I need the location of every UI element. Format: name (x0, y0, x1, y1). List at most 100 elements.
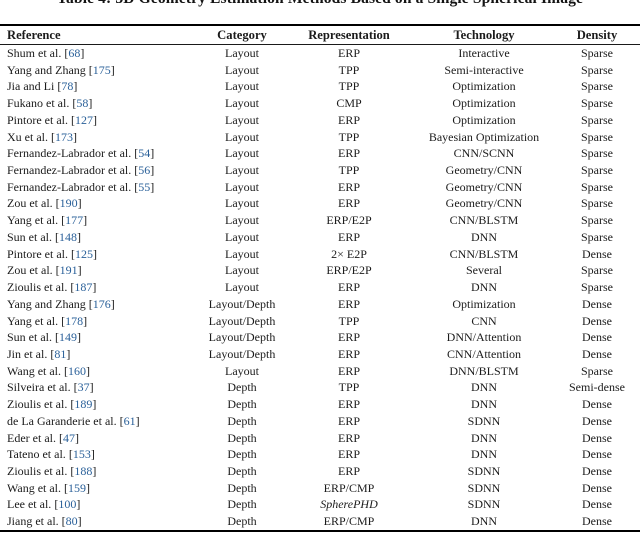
citation-link[interactable]: 191 (59, 263, 78, 278)
table-row: Zioulis et al. [188] Depth ERP SDNN Dens… (0, 463, 640, 480)
cell-technology: DNN (471, 280, 497, 295)
cell-reference: Yang et al. [177] (0, 212, 200, 229)
citation-link[interactable]: 68 (68, 46, 81, 60)
cell-technology: CNN/Attention (447, 346, 521, 361)
column-header-representation: Representation (284, 25, 414, 45)
citation-link[interactable]: 80 (65, 514, 78, 529)
cell-density: Dense (582, 514, 612, 529)
citation-link[interactable]: 78 (61, 79, 74, 94)
reference-text: Yang et al. (7, 213, 62, 228)
citation-link[interactable]: 58 (76, 96, 89, 111)
table-row: Fernandez-Labrador et al. [55] Layout ER… (0, 179, 640, 196)
header-row: Reference Category Representation Techno… (0, 25, 640, 45)
cell-category: Layout/Depth (208, 330, 276, 345)
cell-reference: Zioulis et al. [187] (0, 279, 200, 296)
reference-text: Sun et al. (7, 330, 55, 345)
citation-link[interactable]: 47 (62, 430, 75, 445)
citation-link[interactable]: 148 (59, 229, 77, 244)
citation-link[interactable]: 173 (55, 129, 73, 144)
citation-link[interactable]: 127 (74, 112, 93, 127)
table-row: Xu et al. [173] Layout TPP Bayesian Opti… (0, 129, 640, 146)
cell-category: Layout (225, 62, 259, 77)
cell-technology: CNN/SCNN (453, 146, 515, 161)
citation-link[interactable]: 175 (92, 62, 111, 77)
cell-reference: Lee et al. [100] (0, 496, 200, 513)
citation-bracket-open: [ (64, 363, 69, 378)
cell-reference: Eder et al. [47] (0, 430, 200, 447)
citation-link[interactable]: 159 (68, 480, 87, 495)
cell-technology: SDNN (467, 497, 501, 512)
reference-text: Zioulis et al. (7, 280, 71, 295)
cell-technology: SDNN (467, 480, 501, 495)
citation-link[interactable]: 54 (138, 146, 151, 161)
citation-link[interactable]: 189 (74, 397, 93, 412)
cell-representation: ERP (337, 46, 360, 60)
citation-bracket-close: ] (83, 213, 88, 228)
reference-text: Pintore et al. (7, 246, 71, 261)
citation-link[interactable]: 37 (77, 380, 90, 395)
cell-technology: Optimization (452, 79, 516, 94)
cell-category: Depth (227, 463, 257, 478)
cell-density: Sparse (581, 62, 613, 77)
citation-link[interactable]: 125 (74, 246, 93, 261)
citation-bracket-close: ] (77, 330, 81, 345)
citation-bracket-close: ] (77, 196, 82, 211)
reference-text: Lee et al. (7, 497, 55, 512)
citation-bracket-open: [ (51, 129, 55, 144)
citation-link[interactable]: 160 (68, 363, 87, 378)
citation-bracket-open: [ (70, 246, 75, 261)
citation-link[interactable]: 153 (72, 447, 91, 462)
cell-density: Sparse (581, 196, 613, 211)
citation-link[interactable]: 100 (58, 497, 77, 512)
citation-bracket-close: ] (90, 447, 95, 462)
cell-reference: Jia and Li [78] (0, 78, 200, 95)
citation-bracket-close: ] (86, 363, 91, 378)
citation-bracket-open: [ (55, 229, 59, 244)
citation-link[interactable]: 61 (123, 413, 136, 428)
citation-link[interactable]: 176 (92, 296, 111, 311)
reference-text: Shum et al. (7, 46, 65, 60)
cell-category: Depth (227, 497, 257, 512)
citation-bracket-open: [ (50, 346, 55, 361)
table-row: Jin et al. [81] Layout/Depth ERP CNN/Att… (0, 346, 640, 363)
cell-reference: Wang et al. [160] (0, 363, 200, 380)
citation-link[interactable]: 149 (59, 330, 77, 345)
citation-link[interactable]: 56 (138, 163, 151, 178)
citation-bracket-open: [ (73, 380, 78, 395)
cell-density: Sparse (581, 146, 613, 161)
reference-text: Yang and Zhang (7, 296, 89, 311)
cell-representation: ERP (337, 146, 360, 161)
cell-technology: Bayesian Optimization (428, 129, 540, 144)
cell-density: Dense (582, 430, 612, 445)
cell-category: Depth (227, 397, 257, 412)
cell-density: Sparse (581, 363, 613, 378)
cell-category: Layout (225, 246, 259, 261)
citation-bracket-open: [ (88, 62, 93, 77)
citation-bracket-open: [ (55, 330, 59, 345)
citation-bracket-open: [ (57, 79, 62, 94)
citation-link[interactable]: 177 (65, 213, 84, 228)
cell-category: Layout (225, 79, 259, 94)
citation-bracket-open: [ (58, 430, 63, 445)
reference-text: Zou et al. (7, 263, 56, 278)
citation-link[interactable]: 188 (74, 463, 93, 478)
cell-reference: Pintore et al. [125] (0, 246, 200, 263)
citation-link[interactable]: 178 (65, 313, 84, 328)
cell-density: Sparse (581, 263, 613, 278)
cell-density: Dense (582, 447, 612, 462)
citation-link[interactable]: 55 (138, 179, 151, 194)
cell-density: Dense (582, 463, 612, 478)
citation-link[interactable]: 81 (54, 346, 67, 361)
citation-link[interactable]: 190 (59, 196, 78, 211)
table-row: Pintore et al. [125] Layout 2× E2P CNN/B… (0, 246, 640, 263)
cell-category: Layout (225, 363, 259, 378)
reference-text: Tateno et al. (7, 447, 69, 462)
citation-bracket-open: [ (61, 514, 66, 529)
reference-text: Pintore et al. (7, 112, 71, 127)
cell-technology: DNN (471, 430, 497, 445)
reference-text: Fernandez-Labrador et al. (7, 163, 135, 178)
citation-link[interactable]: 187 (74, 280, 93, 295)
cell-category: Layout (225, 213, 259, 228)
table-row: Yang et al. [178] Layout/Depth TPP CNN D… (0, 313, 640, 330)
citation-bracket-open: [ (134, 163, 139, 178)
